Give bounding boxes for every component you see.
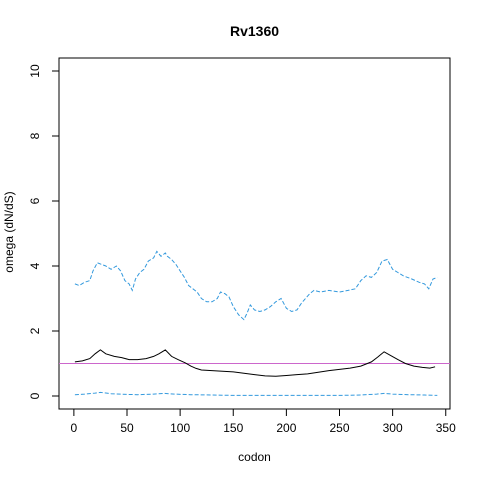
x-tick-label: 100 [170,421,190,435]
y-tick-label: 8 [28,132,42,139]
x-axis-label: codon [238,450,271,464]
series-upper-line [74,250,438,321]
series-estimate-line [74,349,436,377]
plot-area [59,250,450,396]
x-tick-label: 350 [436,421,456,435]
x-tick-label: 250 [329,421,349,435]
y-tick-label: 0 [28,392,42,399]
x-tick-label: 50 [120,421,134,435]
x-tick-label: 150 [223,421,243,435]
x-tick-label: 300 [383,421,403,435]
y-tick-label: 2 [28,327,42,334]
x-tick-label: 0 [71,421,78,435]
y-axis-label: omega (dN/dS) [2,191,16,272]
y-tick-label: 10 [28,64,42,78]
series-lower-line [74,391,438,396]
chart-title: Rv1360 [230,23,279,39]
y-tick-label: 4 [28,262,42,269]
y-tick-label: 6 [28,197,42,204]
y-axis: 0 2 4 6 8 10 [28,64,60,399]
x-tick-label: 200 [276,421,296,435]
x-axis: 0 50 100 150 200 250 300 350 [71,408,456,435]
